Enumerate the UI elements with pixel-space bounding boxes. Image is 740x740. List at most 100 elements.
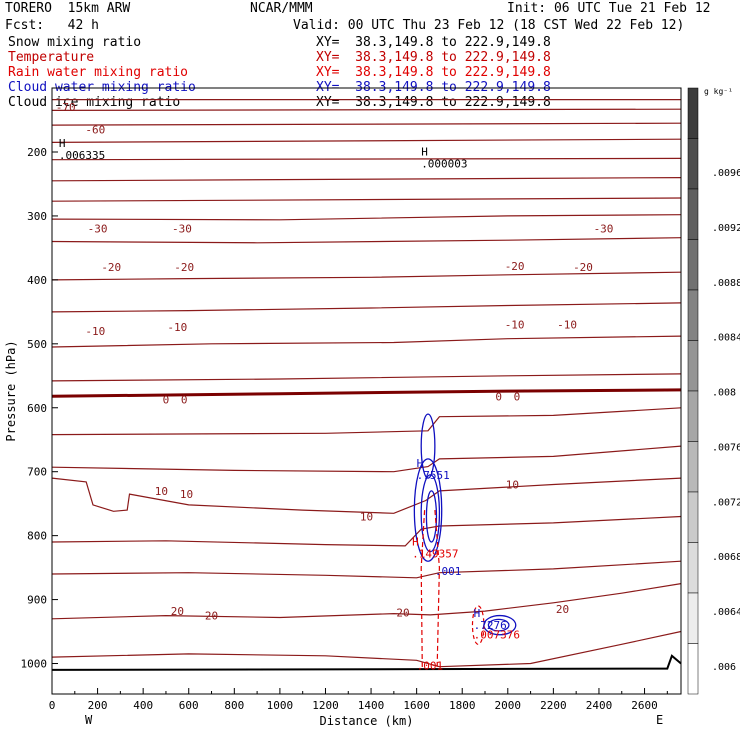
temperature-label-14: 0	[181, 393, 188, 406]
extremum-value-1: .000003	[421, 158, 467, 171]
colorbar-tick-label: .0068	[712, 552, 740, 563]
colorbar-unit: g kg⁻¹	[704, 87, 733, 96]
colorbar-tick-label: .0084	[712, 333, 740, 344]
temperature-label-11: -10	[505, 319, 525, 332]
temperature-contour-12	[51, 373, 682, 382]
temperature-contour-4	[51, 157, 682, 161]
rain-contour-0	[420, 510, 426, 670]
chart-labels: 0 200 400 600 800 1000 1200 1400 1600 1800 2000 220…	[4, 101, 663, 728]
temperature-contour-6	[51, 197, 682, 202]
temperature-label-20: 10	[506, 478, 519, 491]
temperature-label-17: 10	[155, 485, 168, 498]
plot-border	[51, 87, 682, 695]
x-tick-label: 600	[179, 699, 199, 712]
field-label-snow: Snow mixing ratio	[8, 35, 142, 50]
x-tick-label: 2400	[586, 699, 613, 712]
y-tick-label: 900	[27, 594, 47, 607]
y-tick-label: 600	[27, 402, 47, 415]
extremum-symbol-3: H	[412, 536, 419, 549]
x-tick-label: 1600	[403, 699, 430, 712]
colorbar-cell-11	[687, 643, 699, 695]
colorbar-cell-10	[687, 592, 699, 644]
center-title: NCAR/MMM	[250, 1, 313, 16]
colorbar-cell-9	[687, 542, 699, 594]
colorbar-cell-8	[687, 491, 699, 543]
extremum-symbol-2: H	[417, 457, 424, 470]
colorbar-cell-6	[687, 390, 699, 442]
x-tick-label: 1200	[312, 699, 339, 712]
temperature-label-16: 0	[514, 390, 521, 403]
temperature-contour-17	[51, 560, 682, 579]
temperature-contour-14	[51, 445, 682, 473]
y-tick-label: 800	[27, 530, 47, 543]
x-tick-label: 800	[224, 699, 244, 712]
colorbar-cell-7	[687, 441, 699, 493]
colorbar-tick-label: .006	[712, 662, 736, 673]
extremum-symbol-1: H	[421, 146, 428, 159]
colorbar-cell-1	[687, 138, 699, 190]
x-tick-label: 200	[88, 699, 108, 712]
rain-contours	[420, 510, 485, 670]
temperature-label-5: -20	[101, 261, 121, 274]
temperature-label-0: -70	[56, 101, 76, 114]
x-tick-label: 2200	[540, 699, 567, 712]
temperature-label-7: -20	[505, 260, 525, 273]
colorbar-cell-4	[687, 289, 699, 341]
colorbar-cell-3	[687, 239, 699, 291]
init-time: Init: 06 UTC Tue 21 Feb 12	[507, 1, 711, 16]
colorbar-tick-label: .008	[712, 388, 736, 399]
x-tick-label: 0	[49, 699, 56, 712]
temperature-label-12: -10	[557, 319, 577, 332]
plot-frame	[51, 87, 682, 695]
temperature-contour-13	[51, 407, 682, 436]
temperature-contour-7	[51, 214, 682, 221]
x-tick-label: 2600	[631, 699, 658, 712]
temperature-label-6: -20	[174, 261, 194, 274]
temperature-contour-2	[51, 122, 682, 126]
extremum-value-5: .7276	[474, 619, 507, 632]
colorbar-cell-5	[687, 340, 699, 392]
x-axis-label: Distance (km)	[320, 714, 414, 728]
temperature-label-23: 20	[396, 606, 409, 619]
temperature-label-22: 20	[205, 610, 218, 623]
forecast-hour: Fcst: 42 h	[5, 18, 99, 33]
colorbar-tick-label: .0096	[712, 168, 740, 179]
y-tick-label: 400	[27, 274, 47, 287]
extremum-value-7: .001	[417, 659, 444, 672]
temperature-label-4: -30	[594, 223, 614, 236]
field-xy-rain: XY= 38.3,149.8 to 222.9,149.8	[316, 65, 551, 80]
temperature-contour-10	[51, 302, 682, 313]
colorbar-cell-0	[687, 87, 699, 139]
temperature-contour-5	[51, 177, 682, 182]
colorbar: .006 .0064 .0068 .0072 .0076 .008 .0084 .0088 .0…	[687, 87, 740, 695]
temperature-contour-1	[51, 108, 682, 111]
cloud-water-contour-2	[420, 474, 441, 553]
temperature-contour-9	[51, 271, 682, 281]
y-tick-label: 300	[27, 210, 47, 223]
temperature-label-24: 20	[556, 603, 569, 616]
extremum-value-3: .149357	[412, 548, 458, 561]
y-tick-label: 500	[27, 338, 47, 351]
y-tick-label: 700	[27, 466, 47, 479]
field-xy-snow: XY= 38.3,149.8 to 222.9,149.8	[316, 35, 551, 50]
cloud-water-contour-1	[413, 458, 443, 562]
temperature-label-10: -10	[167, 321, 187, 334]
colorbar-tick-label: .0072	[712, 497, 740, 508]
temperature-contour-16	[51, 515, 682, 547]
cloud-water-contour-5	[487, 618, 510, 632]
y-tick-label: 1000	[21, 658, 48, 671]
cloud-water-contour-3	[425, 490, 438, 543]
model-title: TORERO 15km ARW	[5, 1, 131, 16]
temperature-contour-8	[51, 237, 682, 244]
x-tick-label: 400	[133, 699, 153, 712]
west-label: W	[85, 713, 93, 727]
temperature-label-3: -30	[172, 223, 192, 236]
extremum-value-4: .001	[435, 565, 462, 578]
colorbar-tick-label: .0092	[712, 223, 740, 234]
cloud-water-contour-0	[420, 413, 436, 479]
x-tick-label: 1400	[358, 699, 385, 712]
colorbar-tick-label: .0064	[712, 607, 740, 618]
temperature-contour-11	[51, 335, 682, 348]
x-tick-label: 1800	[449, 699, 476, 712]
field-label-temperature: Temperature	[8, 50, 95, 65]
